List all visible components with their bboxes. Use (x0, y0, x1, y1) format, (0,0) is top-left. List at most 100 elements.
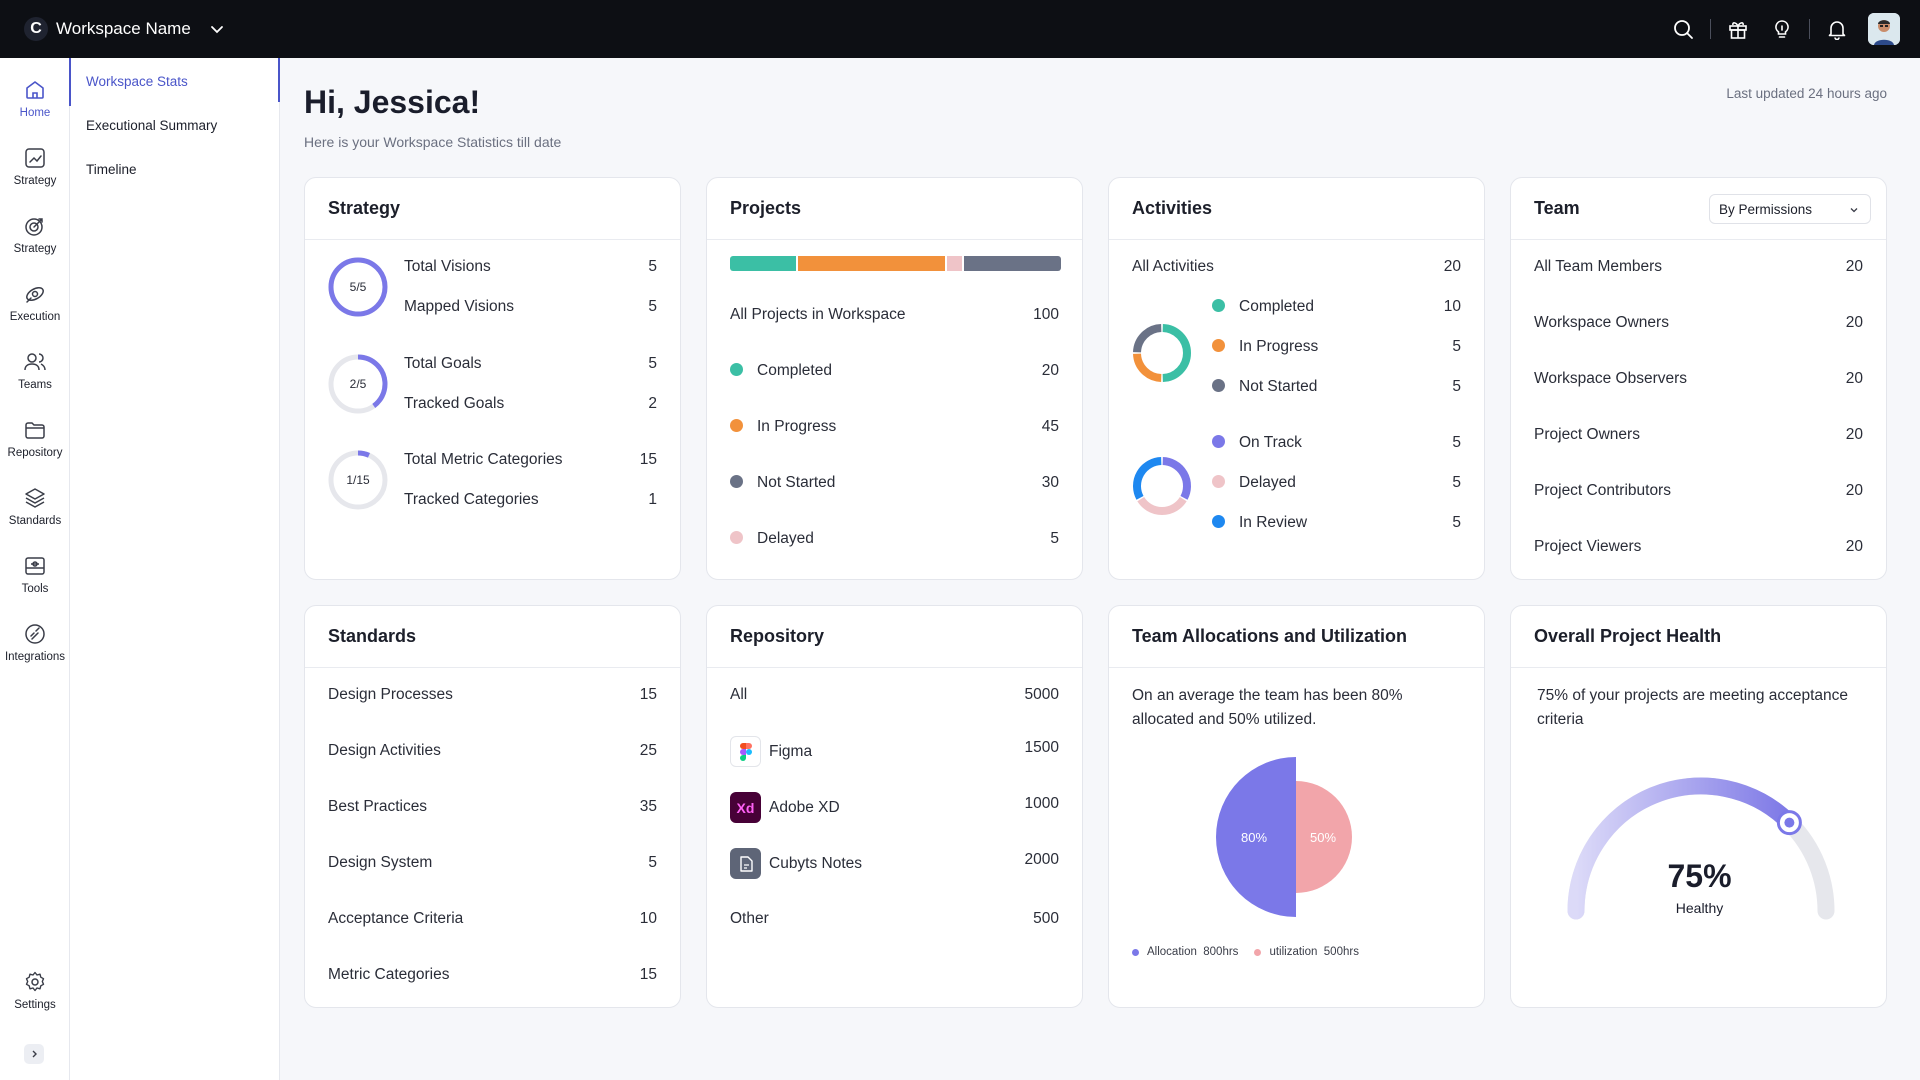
status-dot (730, 475, 743, 488)
donut-segment (1162, 324, 1191, 382)
row-value: 20 (1845, 538, 1863, 555)
rail-item-strategy-goals[interactable]: Strategy (0, 214, 70, 274)
row-value: 5 (1452, 514, 1461, 531)
list-item: Design Activities 25 (328, 742, 657, 760)
list-item: Not Started 30 (730, 474, 1059, 492)
subnav-item-workspace-stats[interactable]: Workspace Stats (86, 74, 188, 89)
rail-item-integrations[interactable]: Integrations (0, 622, 70, 682)
rail-label: Strategy (13, 243, 57, 255)
row-label: Not Started (1239, 378, 1318, 395)
activities-tracking-donut (1133, 457, 1191, 515)
figma-icon (730, 736, 761, 767)
row-label: Total Visions (404, 258, 491, 275)
bar-segment (945, 256, 962, 271)
rail-item-settings[interactable]: Settings (0, 970, 70, 1030)
card-title-text: Team (1534, 198, 1580, 218)
list-item: Workspace Owners 20 (1534, 314, 1863, 332)
workspace-logo[interactable]: C (24, 17, 48, 41)
list-item: In Progress 5 (1212, 338, 1461, 356)
row-label: Other (730, 910, 769, 927)
gift-icon[interactable] (1721, 12, 1755, 46)
health-status: Healthy (1675, 900, 1724, 916)
search-icon[interactable] (1666, 12, 1700, 46)
row-value: 1500 (1024, 738, 1059, 756)
rail-item-strategy[interactable]: Strategy (0, 146, 70, 206)
row-label: Total Goals (404, 355, 482, 372)
integrations-icon (25, 624, 45, 644)
subnav-item-executional-summary[interactable]: Executional Summary (86, 118, 218, 133)
status-dot (1212, 299, 1225, 312)
donut-segment (1133, 353, 1162, 382)
lightbulb-icon[interactable] (1765, 12, 1799, 46)
row-value: 25 (639, 742, 657, 759)
rail-item-execution[interactable]: Execution (0, 282, 70, 342)
rail-item-standards[interactable]: Standards (0, 486, 70, 546)
donut-segment (1137, 496, 1187, 515)
row-label: Figma (769, 742, 813, 760)
row-value: 20 (1041, 362, 1059, 379)
rail-item-home[interactable]: Home (0, 78, 70, 138)
active-indicator (69, 58, 71, 106)
list-item: Total Visions 5 (404, 258, 657, 276)
row-label: Completed (1239, 298, 1314, 315)
ring-progress-arc (328, 450, 388, 510)
row-value: 5 (1452, 378, 1461, 395)
expand-rail-button[interactable] (24, 1044, 44, 1064)
row-label: Delayed (1239, 474, 1296, 491)
layers-icon (25, 488, 45, 508)
status-dot (1212, 515, 1225, 528)
utilization-half (1296, 781, 1352, 893)
row-value: 20 (1845, 258, 1863, 275)
toolbox-icon (25, 557, 45, 575)
health-summary: 75% of your projects are meeting accepta… (1537, 687, 1849, 728)
row-label: In Progress (757, 418, 837, 435)
rail-label: Integrations (4, 651, 66, 663)
list-item: Delayed 5 (1212, 474, 1461, 492)
list-item: In Progress 45 (730, 418, 1059, 436)
row-label: In Review (1239, 514, 1308, 531)
permissions-dropdown[interactable]: By Permissions (1709, 194, 1871, 224)
notes-icon (730, 848, 761, 879)
card-title: Team Allocations and Utilization (1109, 606, 1484, 668)
health-gauge (1567, 777, 1835, 920)
rail-item-tools[interactable]: Tools (0, 554, 70, 614)
workspace-name[interactable]: Workspace Name (56, 19, 191, 38)
list-item: All 5000 (730, 686, 1059, 704)
list-item: Total Goals 5 (404, 355, 657, 373)
donut-segment (1133, 457, 1162, 500)
legend-label: Allocation (1147, 946, 1197, 958)
chart-icon (25, 148, 45, 168)
row-value: 20 (1845, 314, 1863, 331)
list-item: All Activities 20 (1132, 258, 1461, 276)
rail-label: Tools (21, 583, 49, 595)
rail-item-teams[interactable]: Teams (0, 350, 70, 410)
divider (1809, 19, 1810, 39)
row-value: 20 (1845, 370, 1863, 387)
list-item: Design System 5 (328, 854, 657, 872)
subnav-item-timeline[interactable]: Timeline (86, 162, 137, 177)
list-item: Project Owners 20 (1534, 426, 1863, 444)
active-indicator (278, 58, 280, 102)
list-item: Tracked Categories 1 (404, 491, 657, 509)
row-label: Design System (328, 854, 433, 871)
row-value: 5 (648, 854, 657, 871)
row-value: 20 (1845, 426, 1863, 443)
bell-icon[interactable] (1820, 12, 1854, 46)
row-label: Design Processes (328, 686, 453, 703)
team-card: Team By Permissions All Team Members 20 W… (1510, 177, 1887, 580)
row-label: All Team Members (1534, 258, 1663, 275)
bar-segment (961, 256, 1061, 271)
row-label: Total Metric Categories (404, 451, 563, 468)
row-value: 5 (648, 298, 657, 315)
list-item: Completed 20 (730, 362, 1059, 380)
status-dot (730, 363, 743, 376)
legend-dot (1254, 948, 1262, 956)
row-value: 10 (639, 910, 657, 927)
row-value: 1000 (1024, 794, 1059, 812)
list-item: Cubyts Notes 2000 (730, 848, 1059, 879)
avatar[interactable] (1868, 13, 1900, 45)
row-label: In Progress (1239, 338, 1319, 355)
rail-item-repository[interactable]: Repository (0, 418, 70, 478)
chevron-down-icon (1850, 208, 1858, 213)
chevron-down-icon[interactable] (208, 20, 226, 38)
